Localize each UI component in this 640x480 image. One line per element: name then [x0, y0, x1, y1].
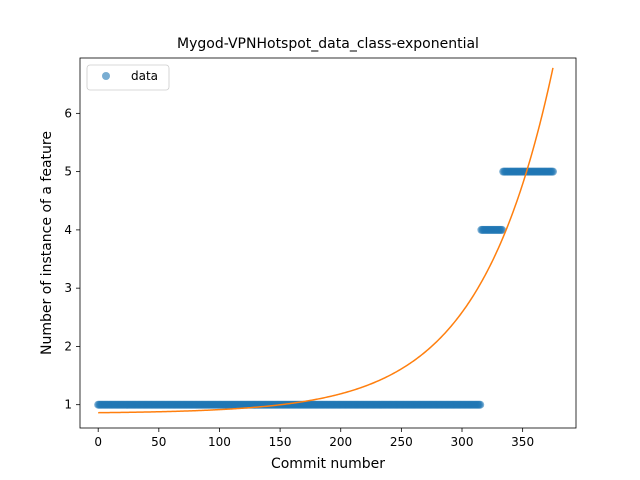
y-tick-label: 5 — [64, 165, 72, 179]
x-tick-label: 200 — [329, 435, 352, 449]
y-tick-label: 3 — [64, 281, 72, 295]
legend-marker-data — [102, 72, 110, 80]
chart-title: Mygod-VPNHotspot_data_class-exponential — [177, 36, 479, 52]
y-tick-label: 2 — [64, 339, 72, 353]
x-tick-label: 50 — [151, 435, 166, 449]
data-point — [548, 167, 557, 176]
x-tick-label: 350 — [511, 435, 534, 449]
legend-label-data: data — [131, 69, 158, 83]
x-tick-label: 0 — [94, 435, 102, 449]
x-tick-label: 100 — [208, 435, 231, 449]
x-tick-label: 150 — [269, 435, 292, 449]
legend: data — [86, 64, 170, 91]
data-point — [498, 225, 507, 234]
plot-area — [94, 67, 557, 414]
y-tick-label: 4 — [64, 223, 72, 237]
data-point — [476, 400, 485, 409]
y-tick-label: 6 — [64, 106, 72, 120]
axis-ticks: 0 50 100 150 200 250 300 350 1 2 3 4 5 6 — [64, 106, 534, 449]
x-tick-label: 250 — [390, 435, 413, 449]
fit-line — [98, 67, 554, 414]
y-tick-label: 1 — [64, 398, 72, 412]
x-axis-label: Commit number — [271, 456, 385, 472]
x-tick-label: 300 — [451, 435, 474, 449]
legend-box — [86, 64, 170, 91]
axes-frame — [79, 57, 577, 429]
y-axis-label: Number of instance of a feature — [39, 131, 55, 355]
